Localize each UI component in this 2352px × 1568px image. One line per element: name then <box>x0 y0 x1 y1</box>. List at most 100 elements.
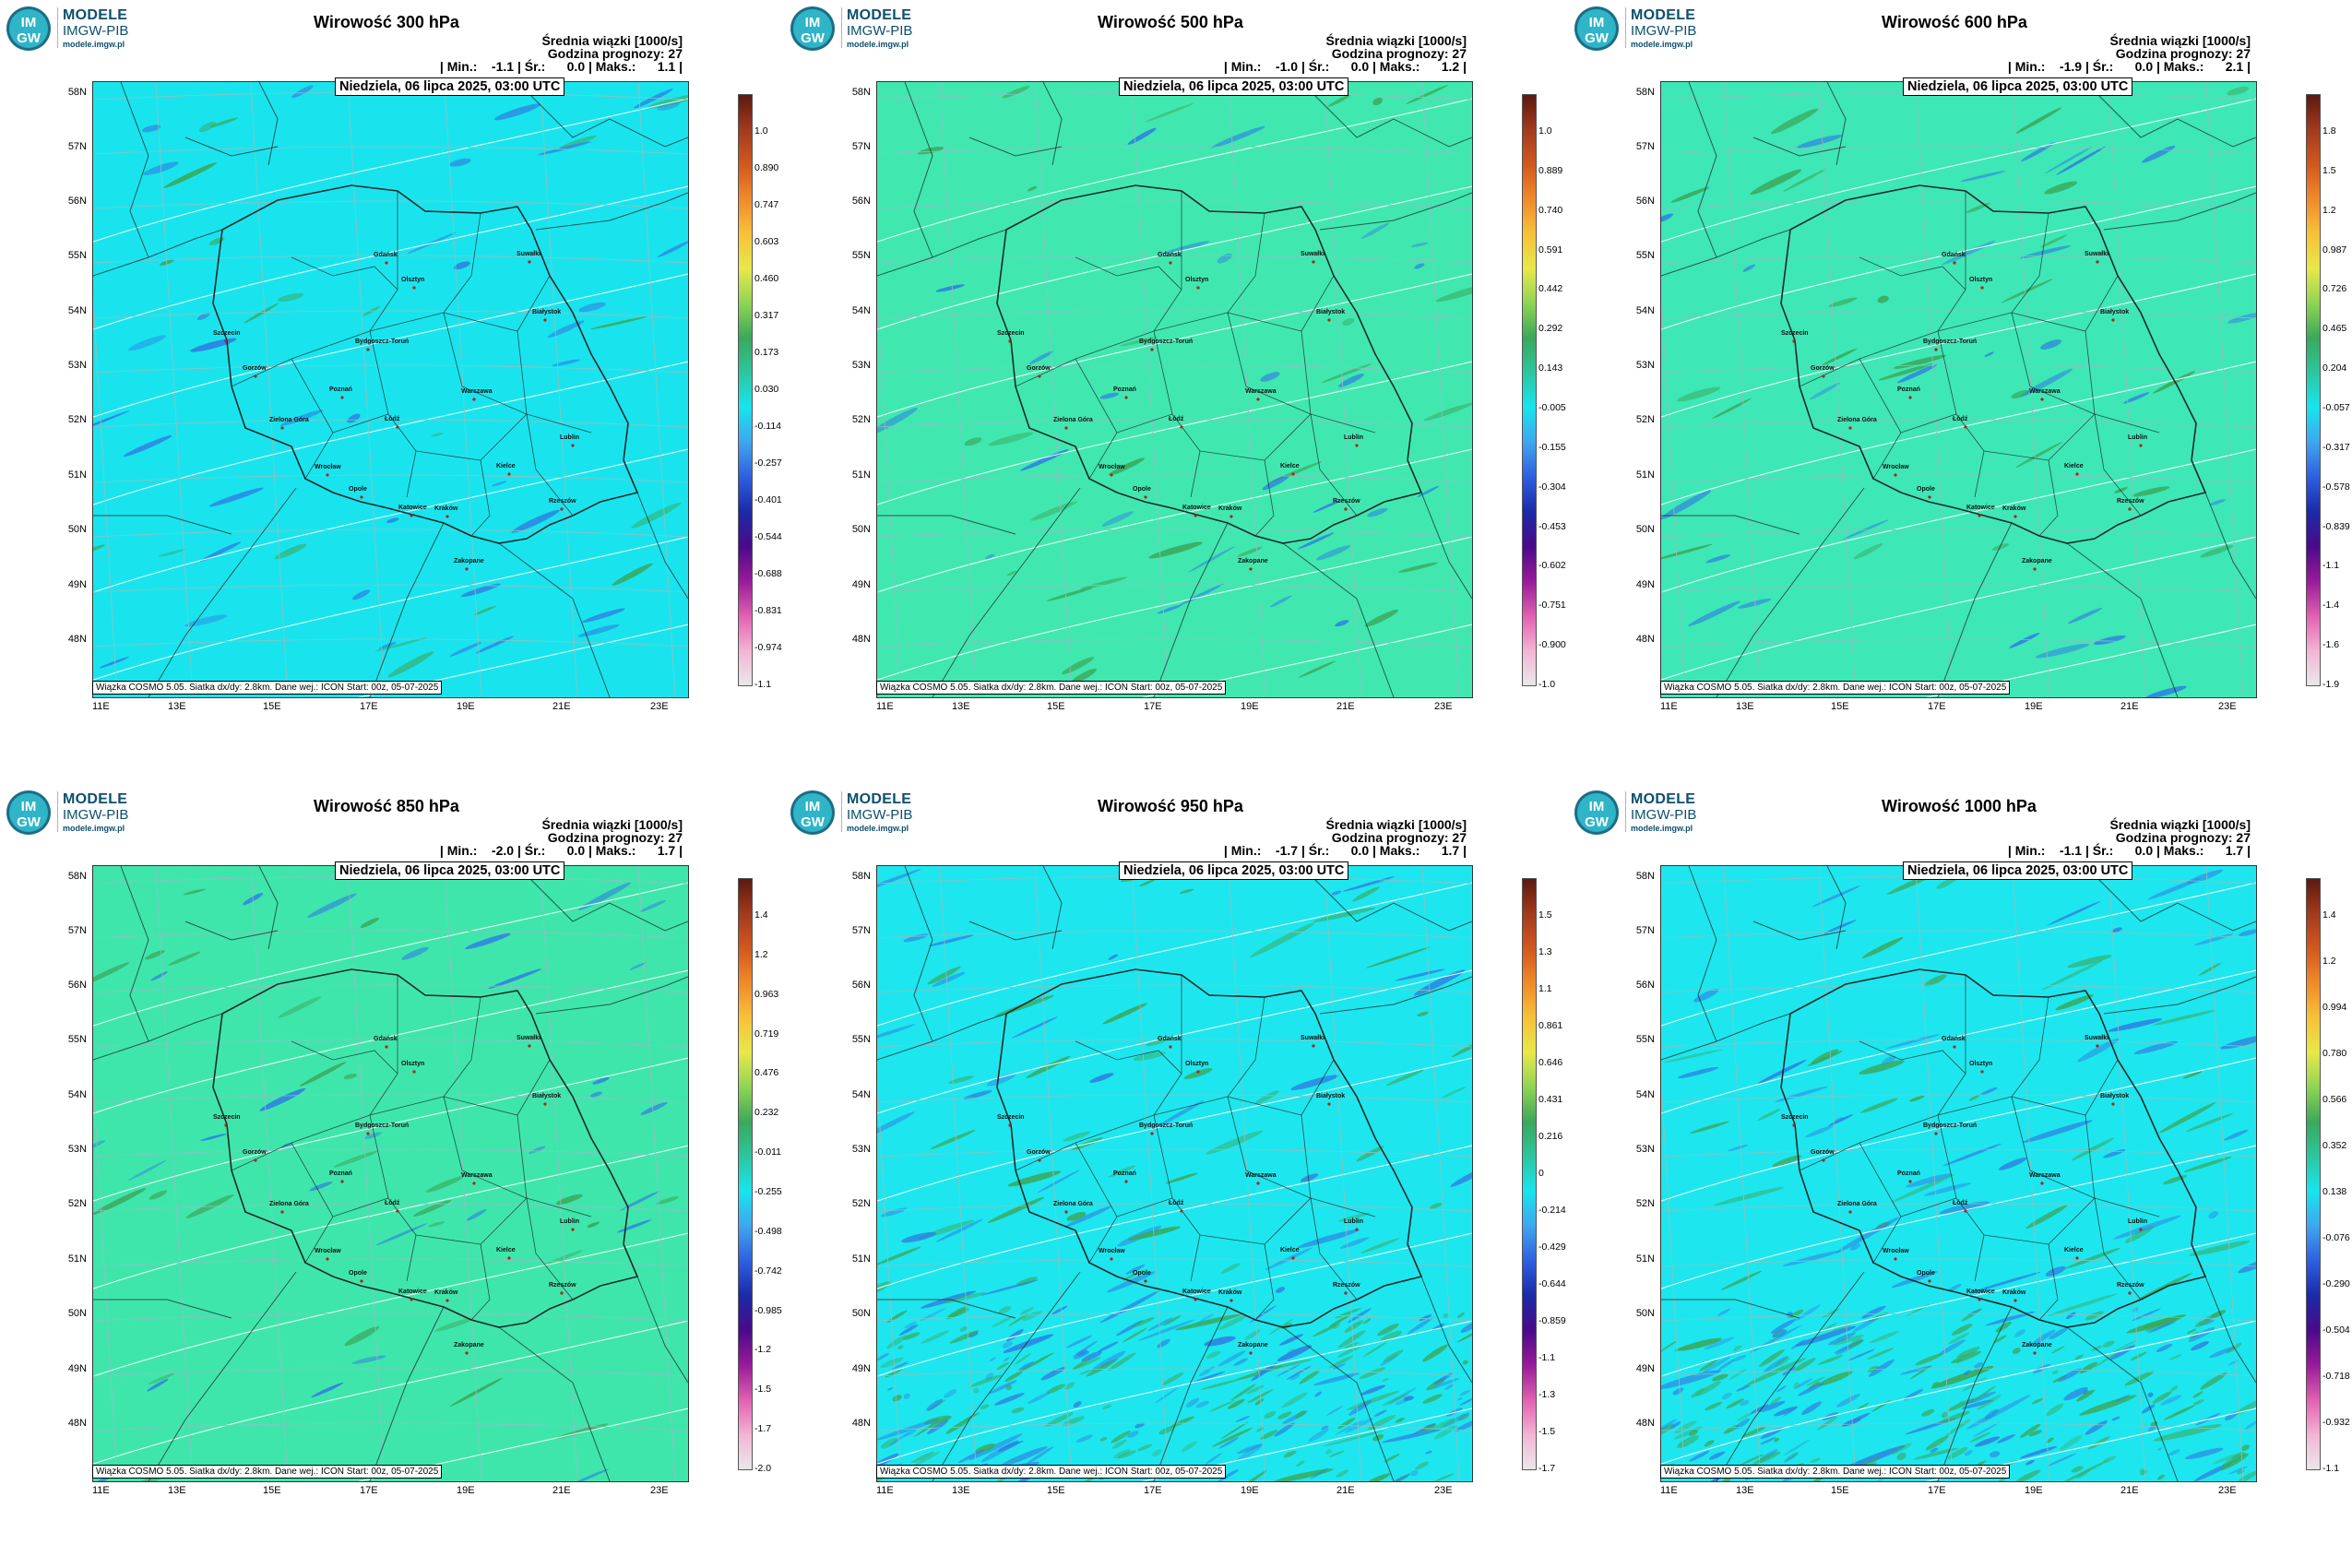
neighbour-border <box>877 1299 1016 1319</box>
colorbar-labels: 1.0 0.890 0.747 0.603 0.460 0.317 0.173 0.030 -0… <box>754 94 791 690</box>
negative-vorticity-band <box>1313 498 1344 513</box>
negative-vorticity-band <box>1157 604 1182 614</box>
city-marker <box>543 318 547 322</box>
city-marker <box>224 1123 228 1127</box>
positive-vorticity-band <box>1750 169 1802 196</box>
voivodeship-border <box>1227 996 1265 1098</box>
vorticity-cell <box>1717 1308 1731 1316</box>
vorticity-map[interactable]: Gdańsk Olsztyn Suwałki Szczecin Bydgoszcz-To… <box>92 865 689 1482</box>
vorticity-cell <box>1152 1449 1162 1457</box>
vorticity-field <box>877 866 1472 1481</box>
positive-vorticity-band <box>1677 1337 1722 1351</box>
latitude-line <box>1661 1148 2256 1158</box>
negative-vorticity-band <box>311 1383 344 1397</box>
vorticity-cell <box>1344 1342 1360 1349</box>
contour-line <box>93 882 688 1027</box>
city-marker <box>528 260 531 264</box>
voivodeship-border <box>369 275 551 332</box>
vorticity-map[interactable]: Gdańsk Olsztyn Suwałki Szczecin Bydgoszcz-To… <box>92 81 689 698</box>
logo-title: MODELE <box>63 7 128 23</box>
colorbar-tick-label: -1.3 <box>1538 1389 1556 1400</box>
vorticity-map[interactable]: Gdańsk Olsztyn Suwałki Szczecin Bydgoszcz-To… <box>876 81 1473 698</box>
city-marker <box>326 473 329 477</box>
imgw-logo[interactable]: IM GW MODELE IMGW-PIB modele.imgw.pl <box>1574 6 1712 52</box>
city-marker <box>445 1299 449 1302</box>
positive-vorticity-band <box>1007 1170 1062 1187</box>
city-marker <box>2111 318 2115 322</box>
longitude-tick-label: 23E <box>1434 1485 1453 1496</box>
latitude-tick-label: 52N <box>851 1198 871 1209</box>
negative-vorticity-band <box>986 1073 1016 1087</box>
vorticity-cell <box>1162 1315 1182 1326</box>
vorticity-cell <box>1930 1447 1939 1453</box>
negative-vorticity-band <box>2122 392 2150 404</box>
vorticity-cell <box>2051 1370 2059 1375</box>
city-marker <box>2096 1044 2099 1048</box>
vorticity-cell <box>1236 1443 1263 1455</box>
vorticity-map[interactable]: Gdańsk Olsztyn Suwałki Szczecin Bydgoszcz-To… <box>1660 81 2257 698</box>
logo-title: MODELE <box>1631 7 1696 23</box>
vorticity-cell <box>2047 1453 2077 1467</box>
vorticity-cell <box>2152 1391 2172 1404</box>
neighbour-border <box>2094 874 2256 932</box>
vorticity-cell <box>1218 1437 1240 1449</box>
imgw-logo[interactable]: IM GW MODELE IMGW-PIB modele.imgw.pl <box>1574 790 1712 836</box>
city-marker <box>1327 1102 1331 1106</box>
negative-vorticity-band <box>1260 372 1280 382</box>
vorticity-cell <box>920 1308 946 1322</box>
city-marker <box>1312 1044 1315 1048</box>
panel-title: Wirowość 1000 hPa <box>1882 797 2037 815</box>
neighbour-border <box>636 492 688 600</box>
city-label: Katowice <box>1182 1289 1211 1295</box>
positive-vorticity-band <box>2039 234 2068 248</box>
vorticity-cell <box>1790 1339 1806 1349</box>
longitude-tick-label: 13E <box>168 701 186 712</box>
latitude-tick-label: 54N <box>851 1089 871 1100</box>
latitude-tick-label: 54N <box>851 305 871 316</box>
city-marker <box>2013 515 2017 518</box>
city-marker <box>1150 348 1154 351</box>
negative-vorticity-band <box>1923 1182 1972 1196</box>
vorticity-cell <box>892 1395 902 1402</box>
voivodeship-border <box>2011 312 2096 415</box>
imgw-logo[interactable]: IM GW MODELE IMGW-PIB modele.imgw.pl <box>6 6 144 52</box>
vorticity-map[interactable]: Gdańsk Olsztyn Suwałki Szczecin Bydgoszcz-To… <box>1660 865 2257 1482</box>
voivodeship-border <box>2038 1243 2059 1321</box>
vorticity-panel: IM GW MODELE IMGW-PIB modele.imgw.pl Wirowość… <box>784 0 1568 784</box>
imgw-logo[interactable]: IM GW MODELE IMGW-PIB modele.imgw.pl <box>790 6 928 52</box>
city-label: Opole <box>1133 1270 1151 1277</box>
city-marker <box>360 1279 363 1283</box>
neighbour-border <box>258 866 279 950</box>
negative-vorticity-band <box>1020 448 1069 471</box>
city-label: Kraków <box>2002 505 2026 512</box>
negative-vorticity-band <box>1661 213 1674 224</box>
vorticity-cell <box>1382 1378 1389 1382</box>
city-label: Kielce <box>496 463 516 469</box>
vorticity-cell <box>1915 1353 1942 1366</box>
latitude-line <box>877 419 1472 428</box>
city-label: Szczecin <box>213 1114 241 1121</box>
negative-vorticity-band <box>2093 635 2126 646</box>
vorticity-cell <box>1294 1410 1306 1419</box>
latitude-line <box>877 584 1472 593</box>
longitude-tick-label: 15E <box>263 701 281 712</box>
colorbar-tick-label: -0.831 <box>754 605 782 616</box>
negative-vorticity-band <box>1693 989 1719 1003</box>
voivodeship-border <box>1310 1197 1358 1301</box>
positive-vorticity-band <box>431 433 444 437</box>
voivodeship-border <box>443 1096 528 1199</box>
vorticity-cell <box>2071 1466 2084 1473</box>
positive-vorticity-band <box>1853 543 1883 560</box>
vorticity-panel: IM GW MODELE IMGW-PIB modele.imgw.pl Wirowość… <box>1568 784 2352 1568</box>
vorticity-map[interactable]: Gdańsk Olsztyn Suwałki Szczecin Bydgoszcz-To… <box>876 865 1473 1482</box>
neighbour-border <box>1420 492 1472 600</box>
vorticity-cell <box>2085 1420 2108 1435</box>
imgw-logo[interactable]: IM GW MODELE IMGW-PIB modele.imgw.pl <box>790 790 928 836</box>
city-label: Rzeszów <box>1333 1282 1360 1289</box>
city-label: Olsztyn <box>401 1061 425 1067</box>
voivodeship-border <box>1254 459 1275 537</box>
imgw-logo[interactable]: IM GW MODELE IMGW-PIB modele.imgw.pl <box>6 790 144 836</box>
valid-date-label: Niedziela, 06 lipca 2025, 03:00 UTC <box>1119 861 1349 880</box>
longitude-tick-label: 19E <box>457 701 475 712</box>
city-label: Lublin <box>560 1218 579 1225</box>
